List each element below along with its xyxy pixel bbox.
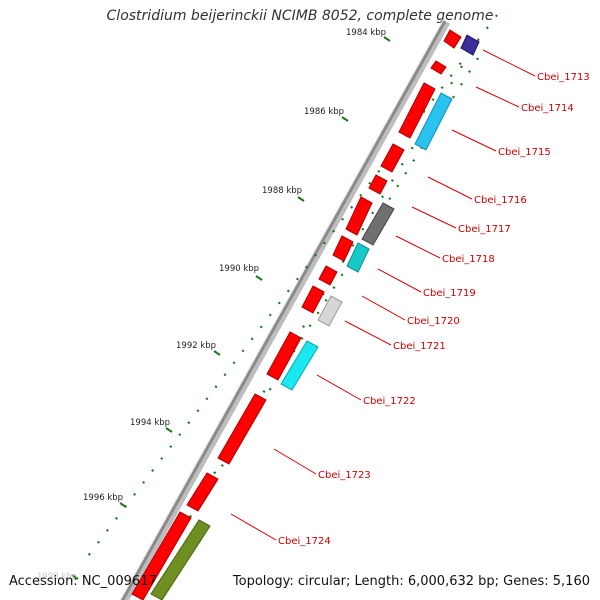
gene-label: Cbei_1713	[537, 72, 590, 83]
gene-feature[interactable]	[131, 511, 192, 600]
gene-label: Cbei_1723	[318, 470, 371, 481]
gene-feature[interactable]	[217, 393, 267, 465]
ruler-label: 1998 kbp	[37, 572, 77, 582]
gene-label: Cbei_1719	[423, 288, 476, 299]
ruler-label: 1992 kbp	[176, 341, 216, 351]
label-leaders	[230, 49, 536, 541]
accession-text: Accession: NC_009617	[9, 574, 157, 589]
genome-backbone	[120, 20, 447, 600]
gene-feature[interactable]	[332, 235, 354, 262]
topology-text: Topology: circular; Length: 6,000,632 bp…	[232, 574, 590, 589]
gene-feature[interactable]	[150, 519, 211, 600]
gene-feature[interactable]	[361, 202, 395, 246]
gene-feature[interactable]	[345, 196, 373, 236]
gene-label: Cbei_1724	[278, 536, 331, 547]
genome-backbone-highlight	[119, 19, 444, 600]
gene-label: Cbei_1714	[521, 103, 574, 114]
gene-label: Cbei_1722	[363, 396, 416, 407]
gene-label: Cbei_1717	[458, 224, 511, 235]
gene-feature[interactable]	[346, 242, 370, 273]
gene-feature[interactable]	[398, 82, 436, 139]
gene-feature[interactable]	[380, 143, 405, 173]
ruler-label: 1990 kbp	[219, 264, 259, 274]
ruler-ticks	[71, 36, 391, 580]
gene-feature[interactable]	[317, 295, 343, 327]
gene-feature[interactable]	[266, 331, 302, 381]
gene-features	[131, 29, 480, 600]
gene-label: Cbei_1718	[442, 254, 495, 265]
ruler-labels: 1984 kbp 1986 kbp 1988 kbp 1990 kbp 1992…	[37, 28, 386, 582]
gene-feature[interactable]	[318, 265, 338, 286]
map-title: Clostridium beijerinckii NCIMB 8052, com…	[106, 8, 494, 24]
ruler-label: 1988 kbp	[262, 186, 302, 196]
gene-labels: Cbei_1713 Cbei_1714 Cbei_1715 Cbei_1716 …	[278, 72, 590, 547]
ruler-label: 1984 kbp	[346, 28, 386, 38]
ruler-label: 1994 kbp	[130, 418, 170, 428]
genome-backbone-shadow	[121, 20, 451, 600]
gene-feature[interactable]	[414, 92, 453, 151]
gene-feature[interactable]	[430, 60, 447, 75]
gene-feature[interactable]	[368, 174, 388, 195]
gene-label: Cbei_1721	[393, 341, 446, 352]
gene-feature[interactable]	[280, 340, 319, 391]
gene-feature[interactable]	[443, 29, 462, 49]
gene-label: Cbei_1720	[407, 316, 460, 327]
ruler-dots-inner	[137, 57, 479, 600]
ruler-label: 1986 kbp	[304, 107, 344, 117]
gene-feature[interactable]	[301, 285, 325, 314]
ruler-label: 1996 kbp	[83, 493, 123, 503]
gene-feature[interactable]	[186, 472, 219, 512]
gene-label: Cbei_1715	[498, 147, 551, 158]
gene-feature[interactable]	[460, 34, 480, 56]
gene-label: Cbei_1716	[474, 195, 527, 206]
